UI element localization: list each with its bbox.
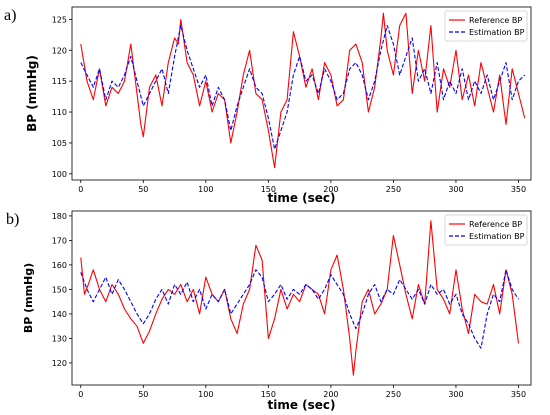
legend-label: Reference BP	[469, 220, 522, 229]
plot-frame	[71, 6, 532, 181]
x-tick-label: 250	[386, 390, 401, 399]
x-axis-title: time (sec)	[267, 191, 335, 205]
y-tick-label: 115	[52, 77, 67, 86]
x-tick-label: 250	[386, 185, 401, 194]
x-tick-label: 0	[78, 185, 83, 194]
chart-panel-2: 0 50 100 150 200 250 300 350 120 130 140 150 160 170 1…	[6, 210, 532, 412]
y-tick-label: 120	[52, 46, 67, 55]
chart-panel-1: 0 50 100 150 200 250 300 350 100 105 110 115 120 125 t…	[4, 6, 532, 205]
x-tick-label: 300	[448, 390, 463, 399]
x-tick-label: 150	[261, 390, 276, 399]
series-line-estimation	[80, 269, 519, 349]
y-tick-label: 180	[52, 212, 67, 221]
legend-box	[444, 10, 528, 42]
y-tick-label: 160	[52, 261, 67, 270]
x-tick-label: 200	[323, 390, 338, 399]
y-axis-title: BP (mmHg)	[25, 55, 39, 132]
legend: Reference BP Estimation BP	[444, 214, 528, 246]
y-tick-label: 110	[52, 108, 67, 117]
y-tick-label: 125	[52, 15, 67, 24]
legend-box	[444, 214, 528, 246]
x-tick-label: 150	[261, 185, 276, 194]
x-axis-title: time (sec)	[267, 398, 335, 412]
legend-label: Estimation BP	[469, 28, 525, 37]
x-tick-label: 100	[198, 390, 213, 399]
y-tick-label: 100	[52, 170, 67, 179]
y-axis-title: BP (mmHg)	[22, 263, 35, 333]
x-tick-label: 50	[138, 185, 148, 194]
x-tick-label: 0	[78, 390, 83, 399]
legend: Reference BP Estimation BP	[444, 10, 528, 42]
x-tick-label: 350	[511, 185, 526, 194]
x-tick-label: 200	[323, 185, 338, 194]
y-tick-label: 105	[52, 139, 67, 148]
panel-label: a)	[4, 7, 16, 24]
series-line-estimation	[80, 24, 526, 150]
legend-label: Estimation BP	[469, 232, 525, 241]
y-tick-label: 150	[52, 285, 67, 294]
series-line-reference	[80, 220, 520, 376]
panel-label: b)	[6, 211, 19, 228]
x-tick-label: 100	[198, 185, 213, 194]
series-line-reference	[80, 12, 526, 169]
y-tick-label: 170	[52, 236, 67, 245]
plot-frame	[71, 210, 532, 386]
x-tick-label: 350	[511, 390, 526, 399]
y-tick-label: 130	[52, 334, 67, 343]
y-tick-label: 140	[52, 310, 67, 319]
x-tick-label: 50	[138, 390, 148, 399]
y-tick-label: 120	[52, 359, 67, 368]
x-tick-label: 300	[448, 185, 463, 194]
legend-label: Reference BP	[469, 16, 522, 25]
